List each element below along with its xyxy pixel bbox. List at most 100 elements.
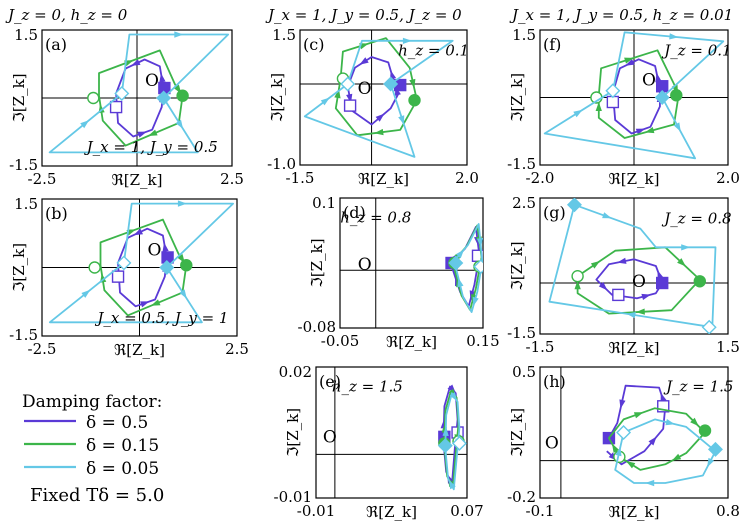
legend: Damping factor: δ = 0.5 δ = 0.15 δ = 0.0… <box>22 392 164 506</box>
origin-label-f: O <box>642 71 656 91</box>
y-axis-label-d: ℑ[Z_k] <box>308 238 326 287</box>
panel-annotation-f: J_z = 0.1 <box>661 41 731 59</box>
panel-c: O (c) h_z = 0.1 -1.5 2.0 1.5 -1.0 ℜ[Z_k] ℑ[Z_k] <box>267 26 479 188</box>
panel-curves-h <box>602 384 723 487</box>
series-end-marker-a-2 <box>114 85 130 101</box>
y-tick-min-g: -1.5 <box>507 324 536 342</box>
y-tick-max-f: 1.5 <box>512 26 536 44</box>
y-tick-max-b: 1.5 <box>14 195 38 213</box>
origin-label-b: O <box>148 241 162 261</box>
y-tick-min-e: -0.01 <box>274 488 312 506</box>
panel-annotation-a: J_x = 1, J_y = 0.5 <box>84 138 218 156</box>
series-end-marker-c-0 <box>343 99 357 112</box>
series-start-marker-c-1 <box>408 93 421 107</box>
series-arrow-g-2 <box>602 212 612 219</box>
panel-label-g: (g) <box>543 203 566 222</box>
series-end-marker-b-1 <box>88 261 101 274</box>
origin-label-h: O <box>545 434 559 454</box>
x-tick-min-h: -0.1 <box>526 502 555 520</box>
series-arrow-g-1 <box>677 258 686 267</box>
panel-frame-c <box>299 29 468 166</box>
series-arrow-a-1 <box>148 129 158 136</box>
panel-label-e: (e) <box>319 372 341 391</box>
series-arrow-h-1 <box>612 443 620 453</box>
series-end-marker-a-1 <box>87 91 100 105</box>
panels-group: O (a) J_x = 1, J_y = 0.5 -2.5 2.5 1.5 -1.5 ℜ[Z_… <box>9 26 740 521</box>
series-arrow-c-0 <box>359 57 369 65</box>
column-header-3: J_x = 1, J_y = 0.5, h_z = 0.01 <box>509 6 733 24</box>
legend-label-delta-0.5: δ = 0.5 <box>86 413 148 433</box>
panel-annotation-c: h_z = 0.1 <box>398 41 469 59</box>
x-axis-label-b: ℜ[Z_k] <box>114 341 165 359</box>
series-end-marker-b-0 <box>111 270 125 283</box>
series-arrow-a-2 <box>80 120 90 129</box>
y-tick-max-d: 0.1 <box>312 194 336 212</box>
series-arrow-g-0 <box>641 293 651 300</box>
panel-label-b: (b) <box>45 204 68 223</box>
panel-h: O (h) J_z = 1.5 -0.1 0.8 0.5 -0.2 ℜ[Z_k] ℑ[Z_k] <box>507 363 740 521</box>
series-arrow-b-2 <box>81 289 91 298</box>
series-arrow-h-0 <box>648 436 657 446</box>
x-tick-min-c: -1.5 <box>286 169 315 187</box>
series-arrow-h-2 <box>665 419 675 426</box>
series-arrow-g-1 <box>635 308 645 315</box>
series-line-c-1 <box>334 37 418 137</box>
panel-label-d: (d) <box>343 203 366 222</box>
x-tick-min-g: -1.5 <box>526 338 555 356</box>
panel-d: O (d)h_z = 0.8 -0.05 0.15 0.1 -0.08 ℜ[Z_k] ℑ[Z_… <box>298 194 500 351</box>
x-tick-max-a: 2.5 <box>220 170 244 188</box>
series-arrow-b-1 <box>150 299 161 306</box>
x-tick-min-a: -2.5 <box>28 170 57 188</box>
series-arrow-a-0 <box>131 59 141 66</box>
series-arrow-f-2 <box>669 33 679 40</box>
series-arrow-h-1 <box>690 417 699 427</box>
x-axis-label-a: ℜ[Z_k] <box>112 171 163 189</box>
x-axis-label-g: ℜ[Z_k] <box>609 339 660 357</box>
y-axis-label-e: ℑ[Z_k] <box>284 408 302 457</box>
series-start-marker-g-1 <box>693 275 706 288</box>
series-arrow-d-2 <box>457 277 464 288</box>
x-axis-label-h: ℜ[Z_k] <box>609 503 660 521</box>
x-tick-max-c: 2.0 <box>455 169 479 187</box>
panel-b: O (b) J_x = 0.5, J_y = 1 -2.5 2.5 1.5 -1.5 ℜ[Z_… <box>9 195 249 359</box>
y-axis-label-g: ℑ[Z_k] <box>508 241 526 290</box>
series-arrow-h-1 <box>626 461 636 469</box>
column-header-1: J_z = 0, h_z = 0 <box>5 6 128 24</box>
legend-title: Damping factor: <box>22 392 162 412</box>
y-tick-max-c: 1.5 <box>272 26 296 44</box>
panel-annotation-g: J_z = 0.8 <box>661 209 731 227</box>
series-arrow-h-1 <box>671 453 682 461</box>
series-start-marker-g-2 <box>566 198 582 213</box>
series-arrow-d-2 <box>476 238 483 248</box>
series-end-marker-h-0 <box>657 400 670 413</box>
x-tick-max-g: 1.5 <box>716 338 740 356</box>
y-tick-min-h: -0.2 <box>507 488 536 506</box>
panel-frame-h <box>539 366 729 499</box>
series-start-marker-b-2 <box>159 260 175 275</box>
series-arrow-d-2 <box>455 249 465 259</box>
series-arrow-a-0 <box>159 73 166 83</box>
y-tick-max-g: 2.5 <box>512 194 536 212</box>
x-tick-min-d: -0.05 <box>321 332 359 350</box>
series-end-marker-f-2 <box>605 83 621 99</box>
y-tick-min-f: -1.5 <box>507 155 536 173</box>
series-start-marker-f-2 <box>654 90 670 105</box>
series-arrow-a-2 <box>175 119 184 129</box>
x-tick-min-b: -2.5 <box>28 340 57 358</box>
panel-curves-c <box>303 37 454 158</box>
panel-curves-f <box>543 31 725 160</box>
series-arrow-c-2 <box>398 115 405 125</box>
series-start-marker-a-2 <box>156 90 172 106</box>
series-end-marker-c-2 <box>340 76 356 92</box>
series-arrow-c-2 <box>320 97 330 106</box>
series-start-marker-h-2 <box>707 441 723 457</box>
series-arrow-b-0 <box>162 242 169 252</box>
panel-g: O (g) J_z = 0.8 -1.5 1.5 2.5 -1.5 ℜ[Z_k] ℑ[Z_k] <box>507 194 740 357</box>
series-start-marker-f-1 <box>670 89 683 102</box>
series-arrow-a-0 <box>137 131 147 138</box>
series-arrow-f-2 <box>573 109 583 118</box>
series-arrow-g-1 <box>590 260 601 269</box>
series-arrow-f-0 <box>635 128 646 135</box>
series-arrow-f-1 <box>624 57 634 64</box>
panel-frame-e <box>315 366 468 499</box>
